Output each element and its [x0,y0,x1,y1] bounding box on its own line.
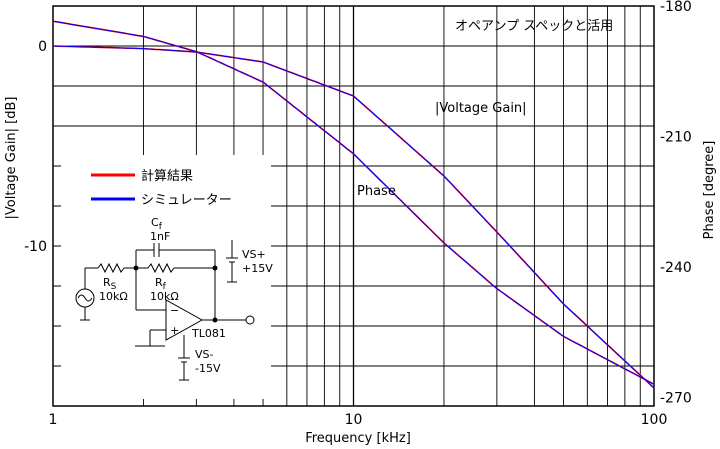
series-lines [52,20,655,389]
y-left-tick-label: -10 [24,239,47,255]
y-axis-label-right: Phase [degree] [702,141,717,240]
resistor-rs [97,262,125,274]
legend-label-simulator: シミュレーター [141,193,232,208]
vsp-label: VS+ [242,248,266,261]
chart-title: オペアンプ スペックと活用 [455,19,613,34]
plot-frame [52,5,655,407]
resistor-rf [147,262,175,274]
y-right-tick-label: -270 [660,390,692,406]
series-simulator-left [52,45,655,389]
rf-value: 10kΩ [150,290,179,303]
cf-value: 1nF [150,230,170,243]
tick-labels: 1 10 100 0 -10 -180 -210 -240 -270 [24,0,692,428]
rs-value: 10kΩ [99,290,128,303]
y-left-tick-label: 0 [38,39,47,55]
annotation-voltage-gain: |Voltage Gain| [435,101,527,116]
y-axis-label-left: |Voltage Gain| [dB] [4,97,19,220]
circuit-diagram [75,240,255,381]
x-tick-label: 10 [345,412,363,428]
y-right-tick-label: -210 [660,129,692,145]
source-wave [77,294,93,302]
vsp-value: +15V [242,262,273,275]
x-axis-label: Frequency [kHz] [305,431,411,446]
x-tick-label: 100 [641,412,668,428]
annotation-phase: Phase [357,184,396,199]
cf-label: Cf [151,216,163,232]
legend-label-calculated: 計算結果 [141,168,193,184]
circuit-dots [133,265,218,323]
grid-lines [53,6,654,406]
opamp-minus: − [170,304,179,317]
inset-panel: 計算結果 シミュレーター [61,155,273,399]
y-right-tick-label: -240 [660,260,692,276]
output-terminal [245,315,255,325]
y-right-tick-label: -180 [660,0,692,15]
x-tick-label: 1 [49,412,58,428]
vsm-value: -15V [195,362,221,375]
series-simulator-right [52,20,655,385]
rs-label: RS [103,276,117,292]
opamp-label: TL081 [191,327,226,340]
rf-label: Rf [155,276,167,292]
vsm-label: VS- [195,348,214,361]
opamp-triangle [165,299,204,341]
opamp-plus: + [170,324,179,337]
legend: 計算結果 シミュレーター [91,168,232,208]
